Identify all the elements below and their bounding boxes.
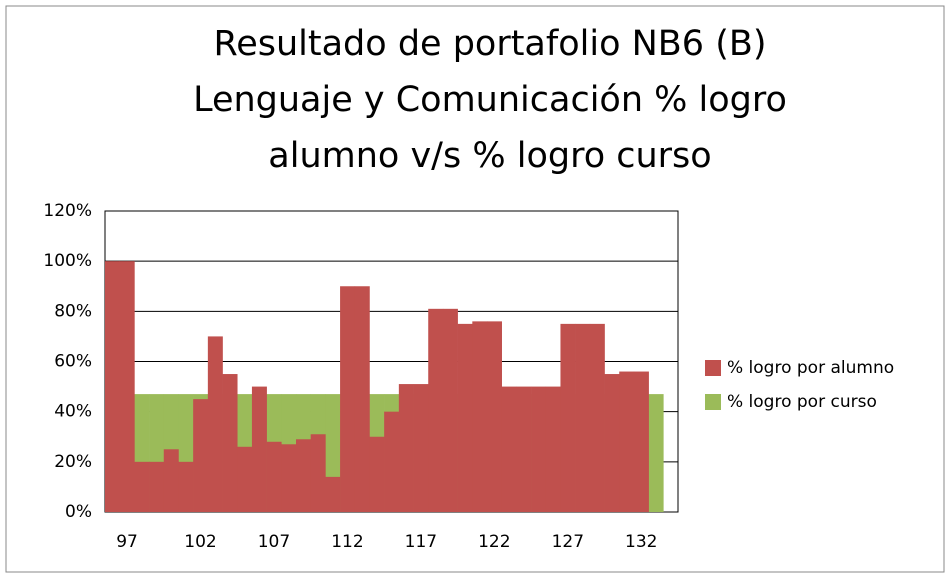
legend-swatch [705,360,721,376]
bar [369,436,385,512]
y-tick-label: 80% [54,301,92,321]
bar [487,321,502,512]
bar [340,286,356,512]
x-tick-label: 127 [552,532,584,552]
x-tick-label: 107 [258,532,290,552]
chart-title: Resultado de portafolio NB6 (B) [213,24,766,64]
bar [604,374,620,512]
bar [501,386,517,512]
bar [619,371,635,512]
bar [178,461,194,512]
bar [354,286,370,512]
y-tick-label: 20% [54,452,92,472]
x-tick-label: 112 [331,532,363,552]
bar [310,434,326,512]
bar [193,399,209,512]
bar [457,323,473,512]
bar [325,476,341,512]
bar [149,461,165,512]
bar [398,384,414,512]
bar [237,446,253,512]
x-tick-label: 102 [184,532,216,552]
bar [531,386,547,512]
bar [516,386,532,512]
y-tick-label: 120% [43,201,92,221]
bar [105,261,120,512]
x-tick-label: 132 [625,532,657,552]
chart-title: alumno v/s % logro curso [268,136,711,176]
x-tick-label: 122 [478,532,510,552]
bar [207,336,223,512]
bar [428,308,444,512]
legend-label: % logro por alumno [727,358,894,378]
bar [442,308,458,512]
chart-title: Lenguaje y Comunicación % logro [193,80,787,120]
bar [222,374,238,512]
bar [413,384,429,512]
y-tick-label: 0% [65,502,92,522]
y-tick-label: 100% [43,251,92,271]
bar [648,394,664,512]
y-tick-label: 60% [54,352,92,372]
bar [575,323,591,512]
legend-label: % logro por curso [727,392,877,412]
bar [545,386,561,512]
y-tick-label: 40% [54,402,92,422]
bar [589,323,605,512]
bar [472,321,488,512]
bar [296,439,311,512]
bar [633,371,649,512]
bar [134,461,150,512]
x-tick-label: 117 [405,532,437,552]
bar [560,323,576,512]
bar [266,441,282,512]
bar [384,411,400,512]
bar [281,444,297,512]
x-tick-label: 97 [116,532,138,552]
legend-swatch [705,394,721,410]
bar [251,386,267,512]
bar [163,449,179,512]
bar [119,261,135,512]
